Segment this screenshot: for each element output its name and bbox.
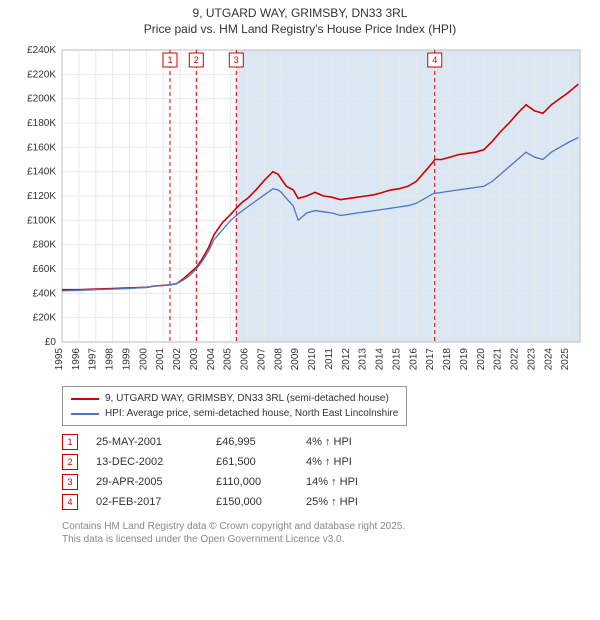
svg-text:£100K: £100K [27, 216, 56, 227]
svg-text:1996: 1996 [71, 348, 82, 371]
svg-text:£120K: £120K [27, 191, 56, 202]
title-block: 9, UTGARD WAY, GRIMSBY, DN33 3RL Price p… [0, 0, 600, 37]
sale-pct: 4% ↑ HPI [306, 436, 416, 448]
chart: £0 £20K £40K £60K £80K £100K £120K £140K £160K £1… [10, 45, 590, 380]
svg-text:£60K: £60K [33, 264, 57, 275]
svg-text:2022: 2022 [510, 348, 521, 371]
svg-text:2010: 2010 [307, 348, 318, 371]
sales-row: 3 29-APR-2005 £110,000 14% ↑ HPI [62, 472, 600, 492]
sale-pct: 4% ↑ HPI [306, 456, 416, 468]
marker-number-icon: 3 [62, 474, 78, 490]
attribution-line2: This data is licensed under the Open Gov… [62, 533, 600, 546]
marker-number-icon: 4 [62, 494, 78, 510]
attribution-line1: Contains HM Land Registry data © Crown c… [62, 520, 600, 533]
legend: 9, UTGARD WAY, GRIMSBY, DN33 3RL (semi-d… [62, 386, 407, 426]
svg-text:2024: 2024 [543, 348, 554, 371]
svg-text:1998: 1998 [105, 348, 116, 371]
svg-text:£240K: £240K [27, 45, 56, 56]
title-line2: Price paid vs. HM Land Registry's House … [0, 22, 600, 38]
svg-text:1995: 1995 [54, 348, 65, 371]
legend-label-1: 9, UTGARD WAY, GRIMSBY, DN33 3RL (semi-d… [105, 391, 389, 406]
svg-text:2009: 2009 [290, 348, 301, 371]
svg-text:2012: 2012 [341, 348, 352, 371]
legend-swatch-1 [71, 398, 99, 400]
svg-text:2015: 2015 [391, 348, 402, 371]
sale-pct: 25% ↑ HPI [306, 496, 416, 508]
svg-text:2013: 2013 [358, 348, 369, 371]
svg-text:1997: 1997 [88, 348, 99, 371]
svg-text:2004: 2004 [206, 348, 217, 371]
sale-date: 29-APR-2005 [96, 476, 216, 488]
legend-row: HPI: Average price, semi-detached house,… [71, 406, 398, 421]
svg-text:2014: 2014 [375, 348, 386, 371]
svg-text:2007: 2007 [256, 348, 267, 371]
svg-text:1999: 1999 [121, 348, 132, 371]
svg-text:£180K: £180K [27, 118, 56, 129]
svg-text:£80K: £80K [33, 240, 57, 251]
svg-text:2011: 2011 [324, 348, 335, 370]
svg-text:£0: £0 [45, 337, 57, 348]
svg-text:£40K: £40K [33, 289, 57, 300]
sale-price: £46,995 [216, 436, 306, 448]
legend-swatch-2 [71, 413, 99, 415]
legend-label-2: HPI: Average price, semi-detached house,… [105, 406, 398, 421]
svg-text:2017: 2017 [425, 348, 436, 371]
svg-text:£140K: £140K [27, 167, 56, 178]
svg-text:2019: 2019 [459, 348, 470, 371]
svg-text:2006: 2006 [240, 348, 251, 371]
title-line1: 9, UTGARD WAY, GRIMSBY, DN33 3RL [0, 6, 600, 22]
svg-text:£200K: £200K [27, 94, 56, 105]
sale-date: 25-MAY-2001 [96, 436, 216, 448]
marker-number-icon: 1 [62, 434, 78, 450]
legend-row: 9, UTGARD WAY, GRIMSBY, DN33 3RL (semi-d… [71, 391, 398, 406]
sales-row: 1 25-MAY-2001 £46,995 4% ↑ HPI [62, 432, 600, 452]
svg-text:2023: 2023 [526, 348, 537, 371]
svg-text:2021: 2021 [493, 348, 504, 371]
svg-text:£20K: £20K [33, 313, 57, 324]
svg-text:2001: 2001 [155, 348, 166, 371]
svg-text:2016: 2016 [408, 348, 419, 371]
svg-text:2018: 2018 [442, 348, 453, 371]
svg-text:2: 2 [194, 55, 199, 65]
svg-text:2003: 2003 [189, 348, 200, 371]
sale-pct: 14% ↑ HPI [306, 476, 416, 488]
sale-price: £150,000 [216, 496, 306, 508]
svg-text:2025: 2025 [560, 348, 571, 371]
svg-text:2020: 2020 [476, 348, 487, 371]
sale-price: £61,500 [216, 456, 306, 468]
svg-text:2008: 2008 [273, 348, 284, 371]
svg-text:2005: 2005 [223, 348, 234, 371]
sale-date: 02-FEB-2017 [96, 496, 216, 508]
svg-text:4: 4 [432, 55, 437, 65]
svg-text:£220K: £220K [27, 70, 56, 81]
marker-number-icon: 2 [62, 454, 78, 470]
chart-svg: £0 £20K £40K £60K £80K £100K £120K £140K £160K £1… [10, 45, 590, 380]
svg-text:3: 3 [234, 55, 239, 65]
sales-row: 2 13-DEC-2002 £61,500 4% ↑ HPI [62, 452, 600, 472]
attribution: Contains HM Land Registry data © Crown c… [62, 520, 600, 546]
sales-table: 1 25-MAY-2001 £46,995 4% ↑ HPI 2 13-DEC-… [62, 432, 600, 512]
svg-text:2000: 2000 [138, 348, 149, 371]
svg-text:2002: 2002 [172, 348, 183, 371]
sale-date: 13-DEC-2002 [96, 456, 216, 468]
sales-row: 4 02-FEB-2017 £150,000 25% ↑ HPI [62, 492, 600, 512]
chart-container: 9, UTGARD WAY, GRIMSBY, DN33 3RL Price p… [0, 0, 600, 620]
svg-text:£160K: £160K [27, 143, 56, 154]
svg-text:1: 1 [167, 55, 172, 65]
sale-price: £110,000 [216, 476, 306, 488]
